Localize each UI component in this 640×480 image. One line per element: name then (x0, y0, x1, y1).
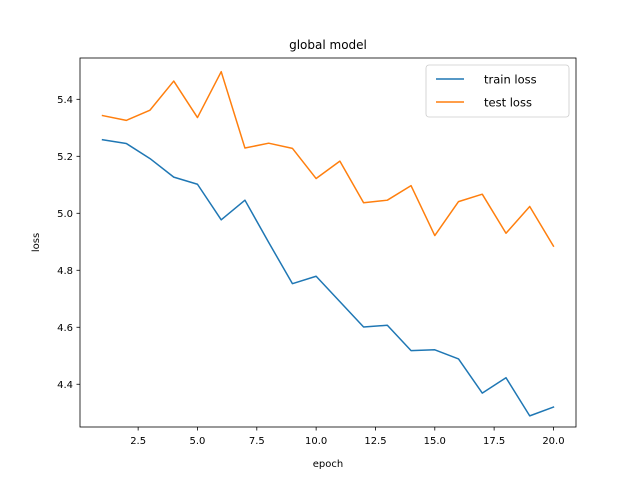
x-tick-label: 17.5 (483, 436, 505, 447)
series-line-1 (101, 70, 555, 248)
legend-box (425, 64, 570, 118)
y-tick-label: 5.2 (57, 152, 73, 163)
y-tick-label: 5.4 (57, 95, 73, 106)
x-tick-label: 2.5 (130, 436, 146, 447)
axes-layer: 2.5 5.0 7.5 10.0 12.5 15.0 17.5 20.0 4.4 4.6 4.8 5.… (57, 95, 564, 447)
x-tick-label: 20.0 (542, 436, 564, 447)
plot-frame (79, 57, 577, 428)
y-tick-label: 5.0 (57, 209, 73, 220)
x-axis-title: epoch (313, 459, 343, 470)
legend-label-1: test loss (484, 96, 532, 110)
chart-title: global model (289, 38, 367, 52)
y-axis-title: loss (31, 233, 42, 252)
y-tick-label: 4.6 (57, 323, 73, 334)
series-layer (101, 70, 555, 417)
legend-label-0: train loss (484, 73, 537, 87)
x-tick-label: 15.0 (424, 436, 446, 447)
x-tick-label: 12.5 (364, 436, 386, 447)
y-tick-label: 4.4 (57, 380, 73, 391)
legend: train loss test loss (425, 64, 570, 118)
x-tick-label: 5.0 (190, 436, 206, 447)
x-tick-label: 10.0 (305, 436, 327, 447)
series-line-0 (101, 138, 555, 417)
x-tick-label: 7.5 (249, 436, 265, 447)
y-tick-label: 4.8 (57, 266, 73, 277)
